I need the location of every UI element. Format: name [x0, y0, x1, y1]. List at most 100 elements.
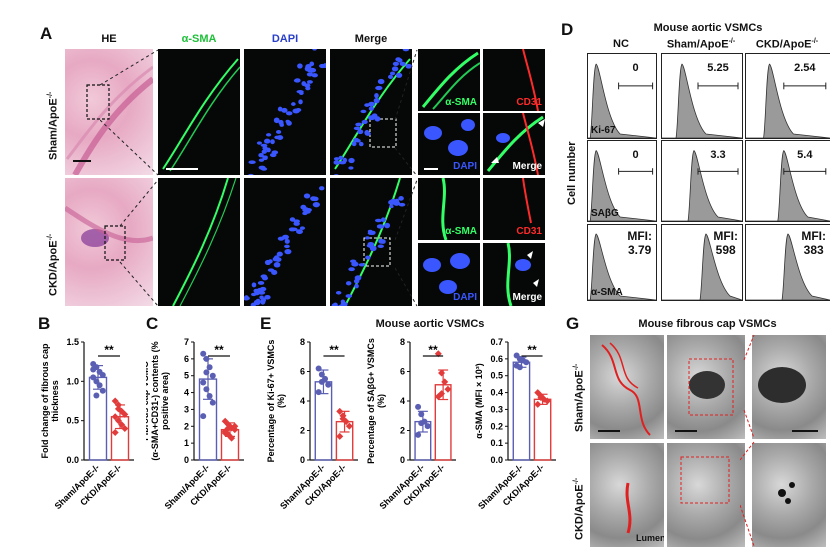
nucleus-dot	[391, 66, 399, 72]
nucleus-dot	[392, 61, 399, 66]
significance-marker: **	[104, 343, 114, 357]
y-tick-label: 8	[400, 337, 405, 347]
nucleus-dot	[261, 275, 269, 281]
nucleus-dot	[373, 97, 380, 104]
nucleus-dot	[248, 160, 256, 165]
panelG-title: Mouse fibrous cap VSMCs	[638, 318, 777, 330]
nucleus-dot	[312, 201, 320, 208]
flow-marker-label: α-SMA	[591, 287, 623, 298]
panelA-row-label-sham: Sham/ApoE-/-	[47, 91, 60, 160]
y-tick-label: 3	[184, 404, 189, 414]
data-point	[200, 350, 207, 357]
data-point	[111, 428, 119, 436]
chart-b: 0.0 0.5 1.0 1.5 Fold change of fibrous cap th…	[40, 337, 134, 511]
nucleus-dot	[312, 49, 317, 51]
flow-histogram: 2.54	[745, 53, 830, 139]
nucleus-dot	[338, 155, 344, 160]
panel-letter-e: E	[260, 314, 272, 333]
nucleus-dot	[399, 61, 406, 67]
y-tick-label: 2	[300, 426, 305, 436]
nucleus-dot	[261, 149, 267, 154]
data-point	[325, 381, 332, 388]
data-point	[206, 364, 213, 371]
nucleus-dot	[318, 186, 325, 191]
em-zoom-lines	[740, 334, 755, 547]
panelE-title: Mouse aortic VSMCs	[375, 318, 485, 330]
panelD-y-label: Cell number	[566, 141, 578, 205]
inset-tag-merge-sham: Merge	[512, 161, 542, 172]
nucleus-dot	[285, 111, 293, 116]
inset-merge-ckd: Merge	[483, 243, 545, 306]
nucleus-dot	[302, 211, 308, 216]
data-point	[228, 434, 236, 442]
nucleus-dot	[256, 141, 262, 145]
nucleus-dot	[306, 72, 314, 77]
nucleus-dot	[384, 222, 391, 229]
nucleus-dot	[312, 196, 319, 202]
nucleus-dot	[271, 269, 278, 275]
y-tick-label: 0.0	[66, 455, 79, 465]
inset-dapi-ckd: DAPI	[418, 243, 480, 306]
em-image-sham-3	[752, 335, 826, 439]
data-point	[342, 418, 350, 426]
data-point	[543, 397, 551, 405]
flow-value-label: 0	[632, 62, 639, 74]
y-tick-label: 0	[400, 455, 405, 465]
y-tick-label: 1.5	[66, 337, 79, 347]
data-point	[231, 422, 239, 430]
nucleus-dot	[273, 262, 281, 268]
panelA-header-merge: Merge	[354, 33, 388, 45]
y-axis-label: Fold change of fibrous cap	[40, 343, 50, 459]
flow-histogram: 3.3	[661, 140, 743, 222]
nucleus-dot	[358, 263, 366, 267]
data-point	[118, 421, 126, 429]
nucleus-dot	[323, 63, 326, 69]
nucleus-dot	[293, 221, 300, 226]
nucleus-dot	[284, 249, 292, 255]
nucleus-dot	[351, 261, 359, 267]
y-tick-label: 0.4	[490, 388, 503, 398]
data-point	[121, 425, 129, 433]
data-point	[424, 423, 431, 430]
nucleus-dot	[367, 231, 375, 236]
data-point	[516, 364, 523, 371]
nucleus-dot	[387, 74, 394, 80]
data-point	[444, 385, 452, 393]
data-point	[415, 431, 422, 438]
nucleus-dot	[304, 83, 311, 88]
inset-cd31-sham: CD31	[483, 49, 545, 111]
flow-histogram: MFI: 3.79 α-SMA	[587, 224, 657, 301]
nucleus-dot	[402, 49, 410, 52]
nucleus-dot	[345, 294, 353, 298]
nucleus-dot	[270, 139, 275, 145]
he-image-sham	[65, 49, 153, 175]
y-tick-label: 0.3	[490, 404, 503, 414]
flow-histogram: 5.25	[661, 53, 743, 139]
nucleus-dot	[264, 138, 271, 144]
nucleus-dot	[332, 302, 338, 306]
flow-value-label: MFI: 598	[713, 229, 738, 257]
nucleus-dot	[309, 61, 315, 67]
nucleus-dot	[268, 259, 273, 264]
nucleus-dot	[376, 224, 385, 229]
data-point	[318, 371, 325, 378]
nucleus-dot	[269, 153, 277, 158]
nucleus-dot	[340, 299, 346, 305]
significance-marker: **	[527, 343, 537, 357]
inset-tag-asma-sham: α-SMA	[445, 97, 477, 108]
bar	[512, 361, 531, 461]
nucleus-dot	[298, 99, 303, 105]
y-axis-label: positive area)	[160, 372, 170, 430]
data-point	[96, 382, 103, 389]
nucleus-dot	[286, 120, 292, 126]
nucleus-dot	[276, 130, 282, 134]
nucleus-dot	[333, 174, 339, 175]
data-point	[200, 379, 207, 386]
data-point	[121, 410, 129, 418]
y-axis-label: Fibrous cap VSMC	[146, 361, 150, 441]
nucleus-dot	[276, 251, 283, 257]
inset-tag-asma-ckd: α-SMA	[445, 226, 477, 237]
nucleus-dot	[266, 133, 272, 137]
panelA-header-asma: α-SMA	[181, 33, 217, 45]
